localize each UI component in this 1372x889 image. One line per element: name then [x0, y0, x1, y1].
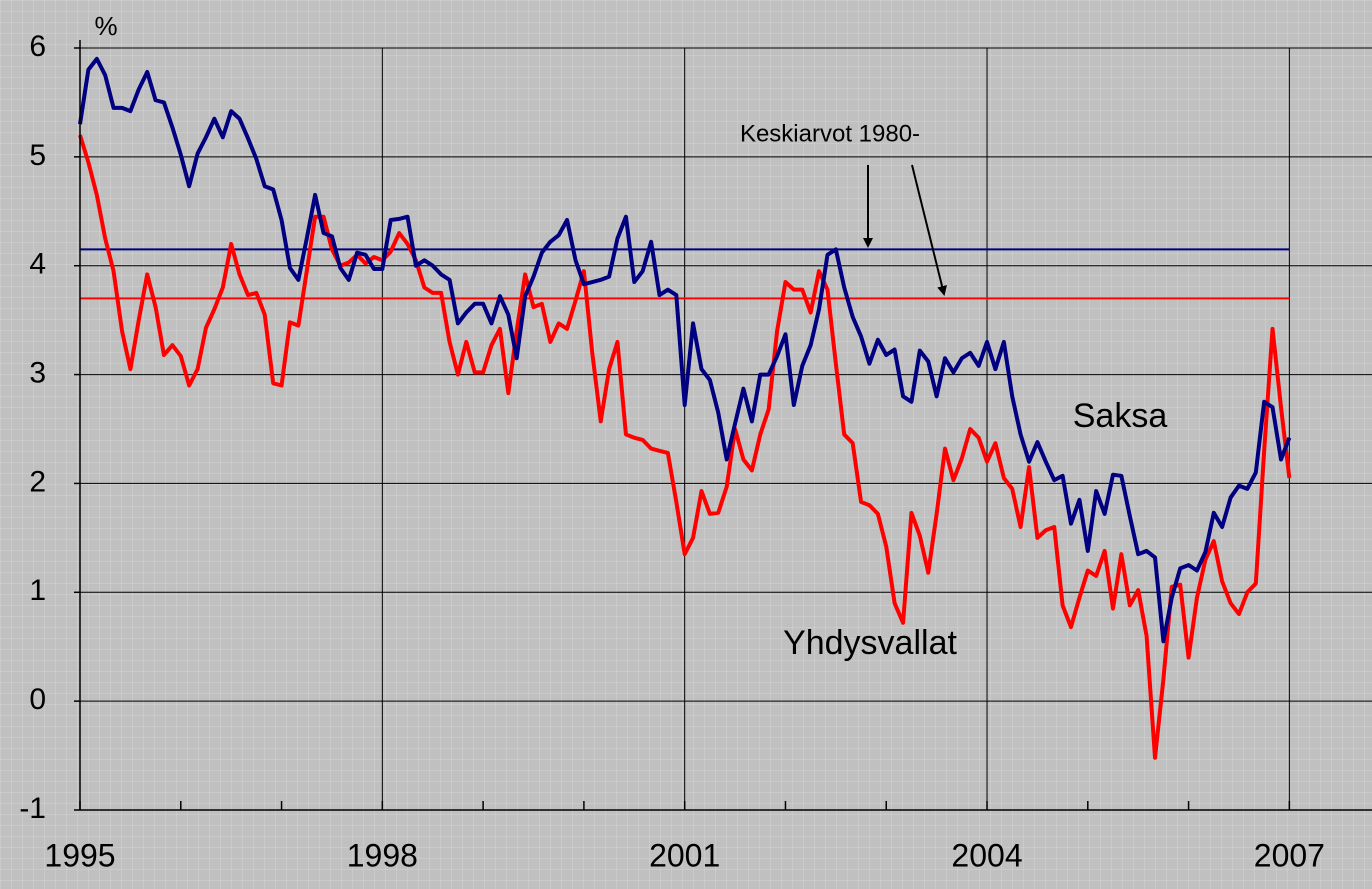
series-line: [78, 56, 1292, 644]
y-axis-unit: %: [94, 11, 117, 41]
y-tick-label: 0: [29, 683, 46, 716]
y-tick-label: 1: [29, 574, 46, 607]
y-tick-label: 2: [29, 465, 46, 498]
reference-lines: [80, 248, 1290, 300]
series-label: Yhdysvallat: [783, 624, 957, 662]
x-tick-label: 1998: [347, 837, 418, 873]
y-tick-label: 5: [29, 139, 46, 172]
annotation-arrow: [911, 164, 947, 296]
x-tick-label: 2001: [649, 837, 720, 873]
annotation: Keskiarvot 1980-: [740, 120, 920, 147]
series-line: [78, 134, 1292, 760]
axes: -1 0 1 2 3 4 5 6 1995 1998 2001 2004 2007: [19, 30, 1372, 873]
x-tick-label: 2004: [951, 837, 1022, 873]
x-tick-label: 2007: [1254, 837, 1325, 873]
series-label: Saksa: [1073, 397, 1168, 435]
y-tick-label: 6: [29, 30, 46, 63]
x-tick-label: 1995: [44, 837, 115, 873]
grid: [80, 47, 1372, 811]
series-lines: [78, 56, 1292, 760]
y-tick-label: -1: [19, 792, 46, 825]
y-tick-label: 3: [29, 356, 46, 389]
y-tick-label: 4: [29, 248, 46, 281]
